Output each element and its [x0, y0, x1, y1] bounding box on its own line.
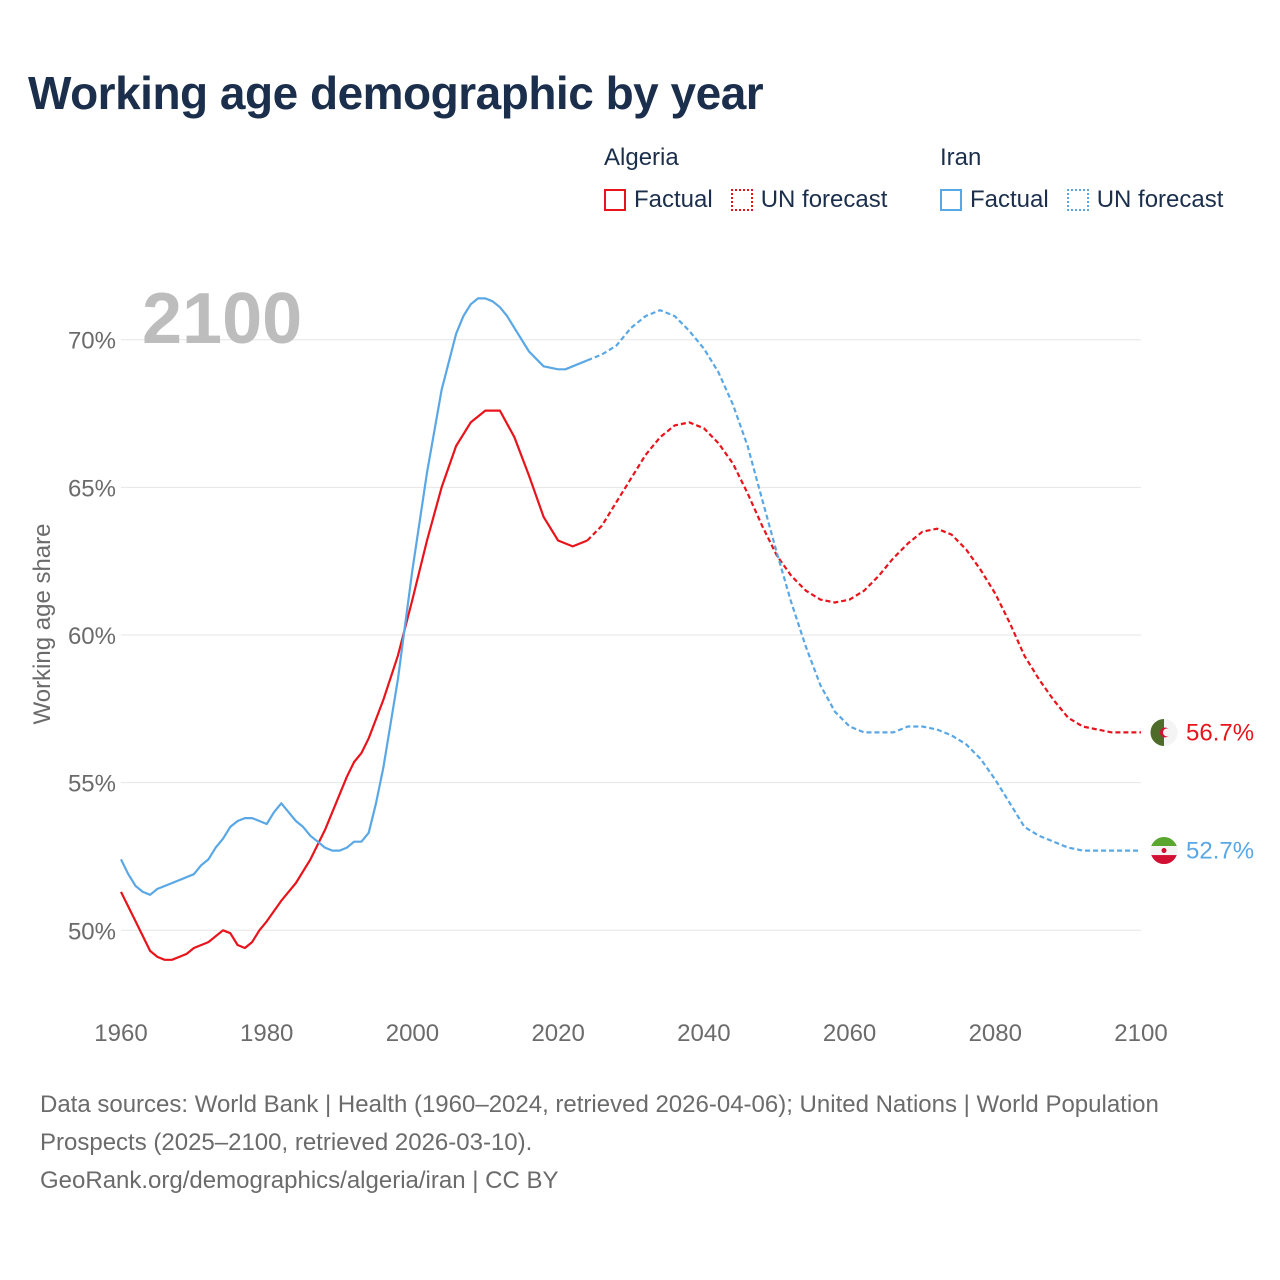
legend-swatch-solid	[604, 189, 626, 211]
algeria-factual-line[interactable]	[120, 409, 588, 961]
footer: Data sources: World Bank | Health (1960–…	[40, 1086, 1240, 1200]
flag-border	[1149, 836, 1179, 866]
legend-item-iran-factual[interactable]: Factual	[940, 186, 1049, 214]
flag-border	[1149, 717, 1179, 747]
x-tick-label: 2060	[823, 1020, 876, 1047]
x-tick-label: 1960	[94, 1020, 147, 1047]
x-tick-label: 2100	[1114, 1020, 1167, 1047]
legend-group-title: Iran	[940, 144, 982, 171]
end-value-label: 56.7%	[1186, 719, 1254, 746]
y-tick-label: 65%	[68, 475, 116, 502]
legend-group-iran: Iran Factual UN forecast	[940, 144, 1241, 214]
iran-flag-icon	[1150, 836, 1178, 865]
iran-forecast-line[interactable]	[586, 309, 1141, 852]
legend-item-algeria-factual[interactable]: Factual	[604, 186, 713, 214]
legend-label: Factual	[634, 186, 713, 213]
credit-link[interactable]: GeoRank.org/demographics/algeria/iran | …	[40, 1167, 559, 1194]
year-overlay: 2100	[142, 279, 302, 359]
iran-factual-line[interactable]	[120, 297, 588, 896]
legend-label: UN forecast	[1096, 186, 1224, 213]
algeria-flag-icon	[1150, 718, 1178, 747]
x-tick-label: 2020	[531, 1020, 584, 1047]
y-tick-label: 70%	[68, 328, 116, 355]
legend-swatch-solid	[940, 189, 962, 211]
y-axis-label: Working age share	[29, 524, 56, 725]
y-tick-label: 50%	[68, 918, 116, 945]
y-tick-label: 55%	[68, 771, 116, 798]
series-lines	[120, 297, 1141, 961]
chart-title: Working age demographic by year	[28, 67, 764, 119]
x-tick-label: 2040	[677, 1020, 730, 1047]
legend-swatch-dotted	[730, 189, 753, 211]
y-tick-label: 60%	[68, 623, 116, 650]
legend-label: Factual	[970, 186, 1049, 213]
x-tick-label: 1980	[240, 1020, 293, 1047]
algeria-forecast-line[interactable]	[586, 421, 1141, 734]
y-axis: 50% 55% 60% 65% 70%	[68, 328, 116, 946]
legend-item-algeria-forecast[interactable]: UN forecast	[730, 186, 888, 214]
gridlines	[121, 339, 1141, 931]
legend-label: UN forecast	[760, 186, 888, 213]
legend-group-title: Algeria	[604, 144, 679, 171]
legend-swatch-dotted	[1066, 189, 1089, 211]
line-chart: 2100 50% 55% 60% 65% 70% 1960 1980 2000 2020 204…	[29, 279, 1254, 1047]
x-axis: 1960 1980 2000 2020 2040 2060 2080 2100	[94, 1020, 1167, 1047]
x-tick-label: 2000	[386, 1020, 439, 1047]
legend-item-iran-forecast[interactable]: UN forecast	[1066, 186, 1224, 214]
x-tick-label: 2080	[969, 1020, 1022, 1047]
end-markers: 56.7% 52.7%	[1149, 717, 1254, 866]
data-sources: Data sources: World Bank | Health (1960–…	[40, 1091, 1159, 1156]
legend-group-algeria: Algeria Factual UN forecast	[604, 144, 905, 214]
end-value-label: 52.7%	[1186, 838, 1254, 865]
